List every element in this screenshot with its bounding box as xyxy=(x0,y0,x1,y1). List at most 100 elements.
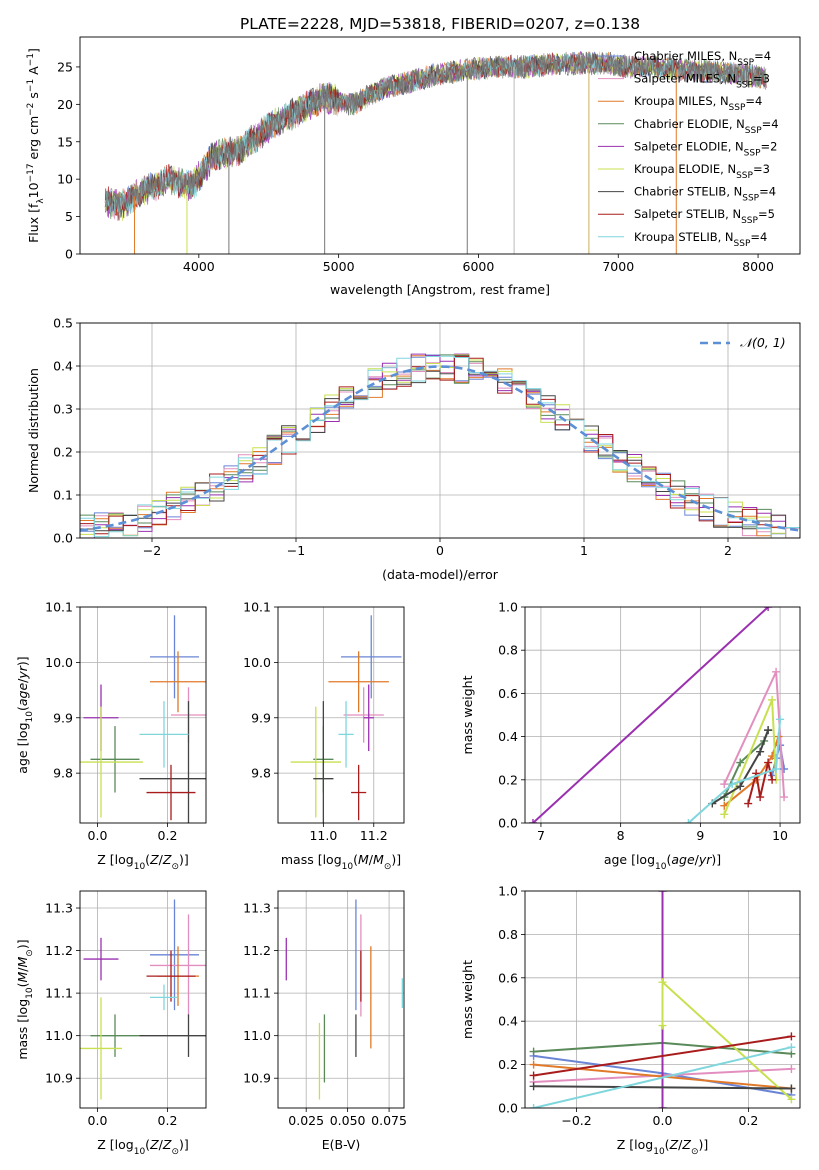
text-span: ⊙ xyxy=(171,862,179,872)
text-span: 10 xyxy=(25,987,35,999)
y-tick-label: 10.1 xyxy=(243,600,271,615)
y-tick-label: 0.2 xyxy=(498,772,518,787)
x-tick-label: 4000 xyxy=(183,259,215,274)
text-span: Z [log xyxy=(97,852,133,867)
weight-marker xyxy=(772,765,781,773)
text-span: age [log xyxy=(15,722,30,773)
text-span: Salpeter MILES, N xyxy=(634,72,736,86)
text-span: 10 xyxy=(342,862,354,872)
y-tick-label: 0.2 xyxy=(498,1057,518,1072)
text-span: age [log xyxy=(604,852,655,867)
text-span: Z [log xyxy=(97,1137,133,1152)
text-span: Kroupa MILES, N xyxy=(634,94,729,108)
weight-marker xyxy=(787,1043,796,1052)
weight-marker xyxy=(658,1021,667,1030)
text-span: Salpeter STELIB, N xyxy=(634,207,741,221)
y-tick-label: 0.4 xyxy=(53,359,73,374)
text-span: Z xyxy=(669,1137,679,1152)
text-span: s xyxy=(26,92,41,103)
errorbars xyxy=(290,615,402,823)
text-span: =2 xyxy=(761,139,778,153)
age-vs-metallicity-panel: 0.0 0.29.89.910.010.1Z [log10(Z/Z⊙)]age [… xyxy=(15,600,207,872)
text-span: yr xyxy=(698,852,712,867)
x-axis-label: age [log10(age/yr)] xyxy=(604,852,721,872)
y-tick-label: 10.9 xyxy=(243,1071,271,1086)
legend-entry: Salpeter MILES, NSSP=3 xyxy=(634,72,770,91)
weight-marker xyxy=(787,1095,796,1104)
text-span: −2 xyxy=(26,103,36,116)
text-span: )] xyxy=(711,852,721,867)
weight-marker xyxy=(787,1084,796,1093)
text-span: mass [log xyxy=(15,999,30,1060)
y-tick-label: 15 xyxy=(57,134,73,149)
x-tick-label: 0.025 xyxy=(288,1113,324,1128)
figure-title: PLATE=2228, MJD=53818, FIBERID=0207, z=0… xyxy=(240,15,640,33)
text-span: Kroupa STELIB, N xyxy=(634,230,734,244)
weight-marker xyxy=(658,978,667,987)
text-span: )] xyxy=(179,1137,189,1152)
text-span: =4 xyxy=(754,49,771,63)
weight-marker xyxy=(756,793,765,802)
axes-frame xyxy=(79,322,801,539)
spectrum-panel: 4000 5000 6000 7000 8000 0 5 10 15 20 25 wavelength… xyxy=(26,36,801,297)
text-span: ( xyxy=(353,852,358,867)
text-span: ( xyxy=(145,1137,150,1152)
text-span: =5 xyxy=(758,207,775,221)
x-tick-label: 8000 xyxy=(742,259,774,274)
x-tick-label: 0.050 xyxy=(330,1113,366,1128)
x-tick-label: −2 xyxy=(143,543,161,558)
y-tick-label: 11.0 xyxy=(45,1028,73,1043)
text-span: 10 xyxy=(134,862,146,872)
y-tick-label: 0 xyxy=(65,247,73,262)
x-tick-label: 11.2 xyxy=(360,828,388,843)
y-axis-label: age [log10(age/yr)] xyxy=(15,656,35,773)
text-span: age xyxy=(671,852,695,867)
x-tick-label: 7 xyxy=(537,828,545,843)
text-span: M xyxy=(15,956,30,967)
axes-frame xyxy=(524,890,801,1109)
text-span: ⊙ xyxy=(384,862,392,872)
axes-frame xyxy=(79,890,207,1109)
text-span: E(B-V) xyxy=(322,1137,361,1152)
weight-marker xyxy=(744,799,753,808)
weight-marker xyxy=(529,1104,538,1108)
text-span: Z [log xyxy=(617,1137,653,1152)
y-axis-label: Normed distribution xyxy=(26,368,41,493)
weight-marker xyxy=(772,667,781,676)
text-span: mass [log xyxy=(281,852,342,867)
errorbars xyxy=(80,615,206,823)
axes-frame xyxy=(277,606,405,824)
y-axis-label: mass weight xyxy=(460,960,475,1039)
text-span: ⊙ xyxy=(25,949,35,957)
text-span: ⊙ xyxy=(691,1147,699,1157)
weight-marker xyxy=(684,819,693,823)
x-tick-label: 0.0 xyxy=(88,1113,108,1128)
text-span: Z xyxy=(149,1137,159,1152)
x-tick-label: 0.2 xyxy=(158,1113,178,1128)
y-tick-label: 5 xyxy=(65,209,73,224)
weight-marker xyxy=(728,780,737,789)
text-span: =3 xyxy=(753,162,770,176)
text-span: ( xyxy=(145,852,150,867)
spectrum-lines xyxy=(104,50,767,254)
weight-line xyxy=(532,607,769,823)
text-span: ( xyxy=(666,852,671,867)
x-tick-label: 0.0 xyxy=(88,828,108,843)
x-axis-label: Z [log10(Z/Z⊙)] xyxy=(617,1137,709,1157)
weight-line xyxy=(533,1046,792,1108)
y-tick-label: 0.0 xyxy=(498,1101,518,1116)
legend-entry: Salpeter ELODIE, NSSP=2 xyxy=(634,139,777,158)
weight-marker xyxy=(787,1032,796,1041)
y-tick-label: 0.0 xyxy=(53,531,73,546)
text-span: −1 xyxy=(26,53,36,66)
y-tick-label: 20 xyxy=(57,97,73,112)
y-tick-label: 9.9 xyxy=(251,710,271,725)
legend-entry: Kroupa STELIB, NSSP=4 xyxy=(634,230,767,249)
y-tick-label: 0.8 xyxy=(498,643,518,658)
text-span: / xyxy=(159,1137,164,1152)
x-tick-label: 6000 xyxy=(463,259,495,274)
x-tick-label: 8 xyxy=(617,828,625,843)
text-span: SSP xyxy=(729,103,746,113)
text-span: =4 xyxy=(762,117,779,131)
